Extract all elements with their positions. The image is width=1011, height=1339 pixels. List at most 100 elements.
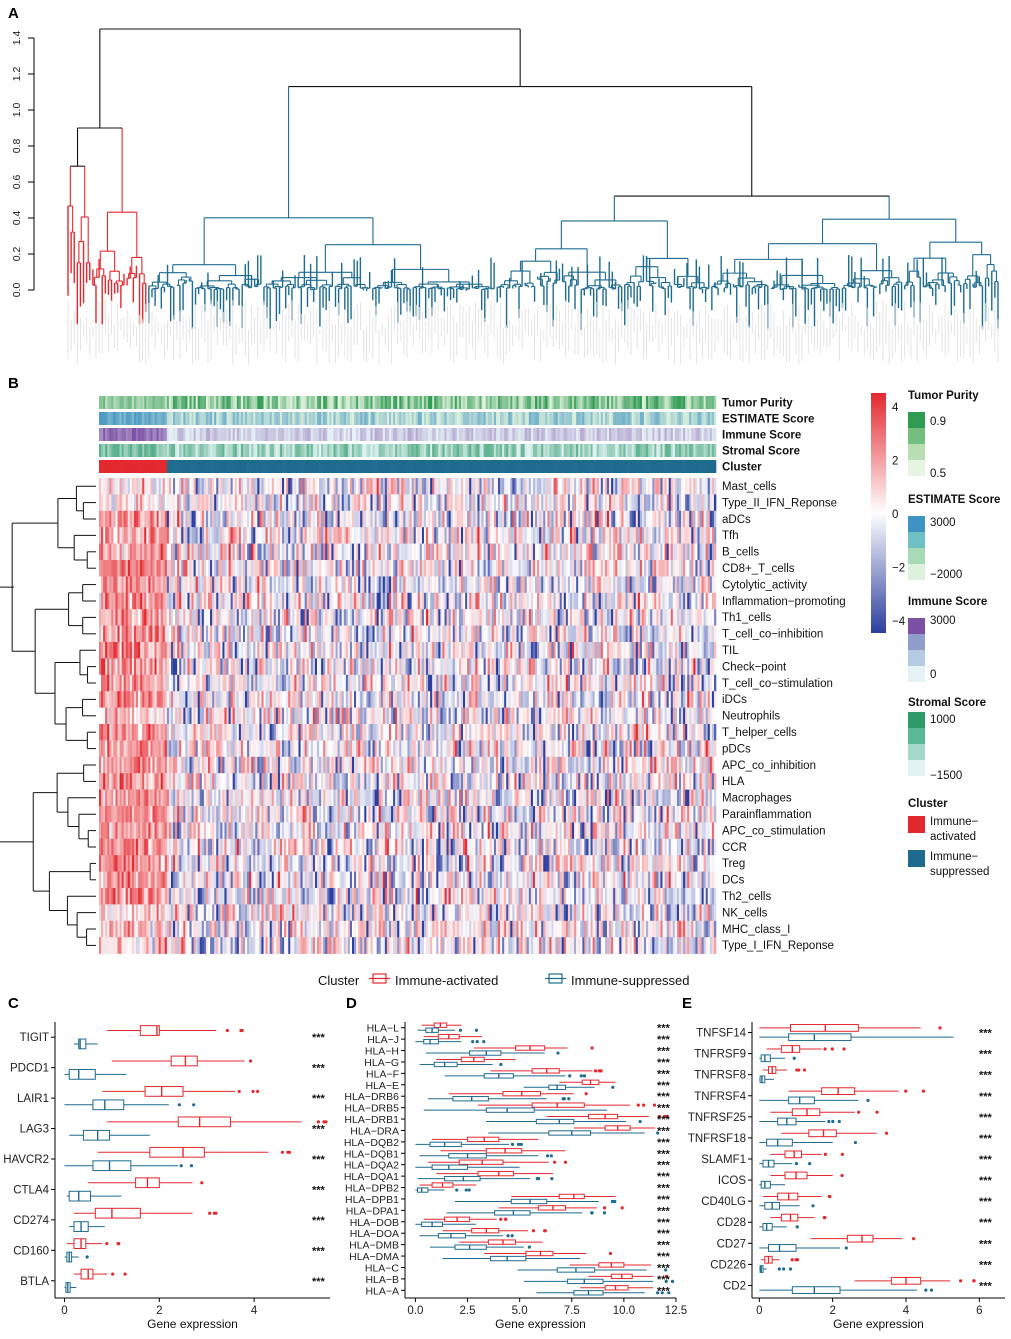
heatmap-cell [426,576,429,594]
heatmap-cell [446,494,449,512]
heatmap-cell [142,510,145,528]
heatmap-cell [382,527,386,544]
annotation-cell [619,412,622,425]
heatmap-cell [222,510,225,528]
annotation-cell [652,444,655,457]
annotation-cell [138,396,141,409]
heatmap-cell [510,510,513,528]
heatmap-cell [269,527,273,544]
heatmap-cell [598,510,602,528]
heatmap-cell [530,527,534,544]
heatmap-cell [286,478,289,495]
heatmap-cell [131,560,135,577]
heatmap-cell [261,543,264,561]
annotation-cell [567,412,571,425]
annotation-cell [483,428,486,441]
heatmap-cell [549,510,552,528]
heatmap-cell [253,560,256,577]
annotation-cell [302,396,305,409]
annotation-cell [189,460,192,473]
heatmap-cell [500,494,503,512]
heatmap-cell [438,478,441,495]
annotation-cell [681,412,684,425]
heatmap-cell [436,560,439,577]
heatmap-cell [668,560,672,577]
heatmap-cell [506,494,509,512]
heatmap-cell [210,560,213,577]
annotation-cell [436,428,439,441]
heatmap-cell [419,510,423,528]
heatmap-cell [473,478,476,495]
annotation-cell [602,444,606,457]
annotation-cell [483,444,486,457]
heatmap-cell [411,576,414,594]
annotation-cell [463,444,466,457]
heatmap-cell [539,560,542,577]
annotation-cell [238,460,242,473]
heatmap-cell [417,543,421,561]
heatmap-cell [393,576,396,594]
heatmap-cell [393,478,396,495]
annotation-cell [683,412,686,425]
heatmap-cell [508,494,511,512]
annotation-cell [393,460,396,473]
annotation-cell [302,428,305,441]
annotation-cell [298,444,301,457]
heatmap-cell [121,478,124,495]
heatmap-cell [407,543,410,561]
heatmap-cell [370,478,373,495]
annotation-cell [668,460,672,473]
heatmap-cell [678,510,682,528]
annotation-cell [267,412,271,425]
heatmap-cell [553,576,556,594]
heatmap-cell [113,592,116,610]
heatmap-cell [617,576,620,594]
annotation-cell [699,460,702,473]
heatmap-cell [240,527,244,544]
annotation-cell [267,460,271,473]
annotation-cell [526,428,530,441]
annotation-cell [331,412,334,425]
heatmap-cell [576,494,579,512]
annotation-cell [518,428,521,441]
annotation-cell [528,412,532,425]
annotation-cell [370,396,373,409]
heatmap-cell [561,576,565,594]
heatmap-cell [423,478,427,495]
heatmap-cell [129,510,133,528]
heatmap-cell [707,543,711,561]
annotation-cell [356,428,359,441]
heatmap-cell [195,510,199,528]
heatmap-cell [615,543,618,561]
heatmap-cell [687,494,690,512]
annotation-cell [382,428,386,441]
annotation-cell [191,428,194,441]
heatmap-cell [460,494,464,512]
heatmap-cell [611,560,614,577]
annotation-cell [477,396,480,409]
heatmap-cell [506,543,509,561]
annotation-cell [569,428,573,441]
heatmap-cell [345,478,349,495]
heatmap-cell [327,576,330,594]
annotation-cell [329,460,332,473]
annotation-cell [372,428,375,441]
annotation-cell [259,460,262,473]
heatmap-cell [205,510,209,528]
annotation-cell [136,444,139,457]
heatmap-cell [695,527,698,544]
annotation-cell [436,412,439,425]
heatmap-cell [189,478,192,495]
heatmap-cell [282,527,285,544]
annotation-cell [693,428,696,441]
annotation-cell [650,412,653,425]
annotation-cell [277,428,281,441]
heatmap-cell [551,560,554,577]
annotation-cell [109,444,112,457]
annotation-cell [491,460,495,473]
heatmap-cell [662,478,665,495]
heatmap-cell [413,543,417,561]
annotation-cell [290,396,293,409]
heatmap-cell [158,494,161,512]
annotation-cell [205,444,209,457]
